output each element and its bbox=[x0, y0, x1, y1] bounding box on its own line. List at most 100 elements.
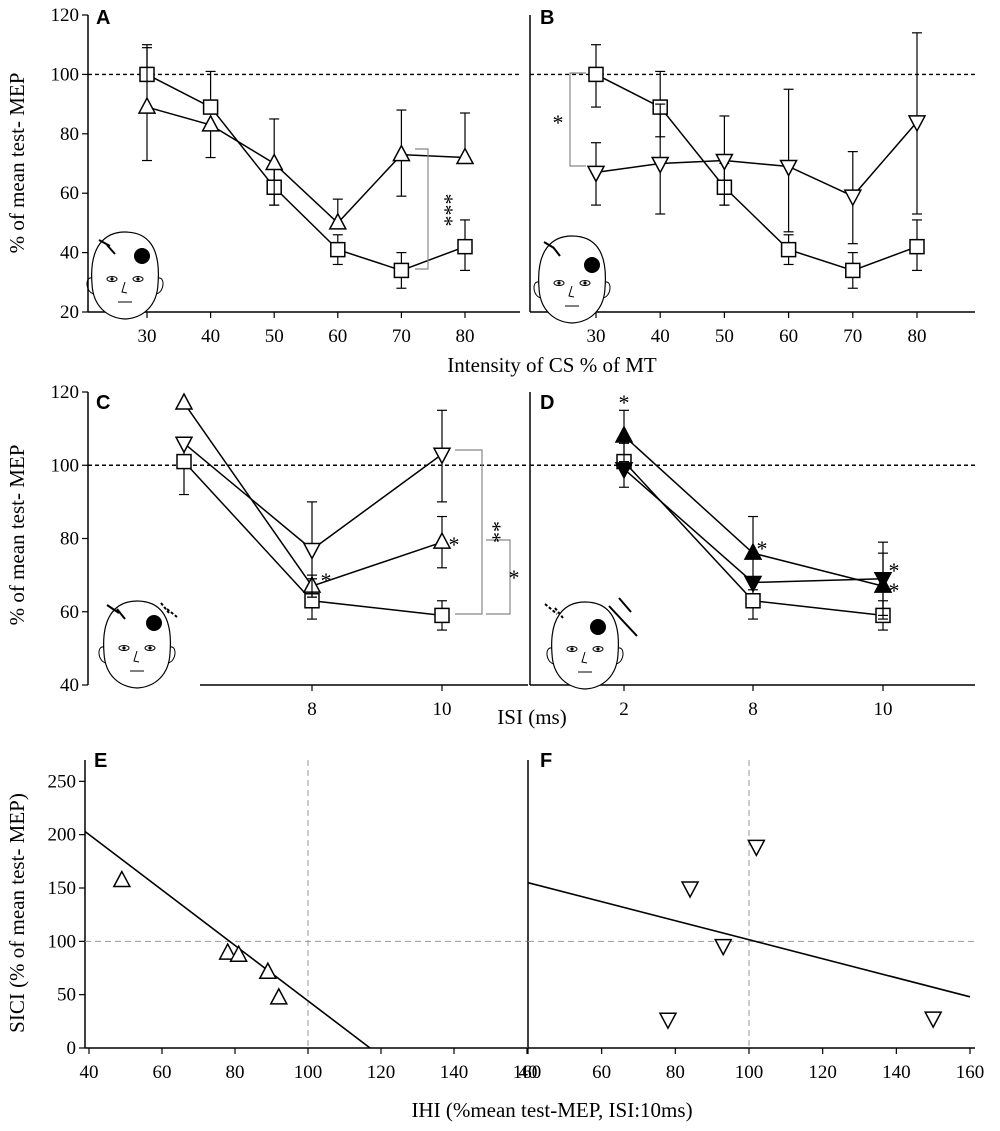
x-tick-label-b: 50 bbox=[715, 326, 734, 347]
point-triangle-up bbox=[455, 146, 475, 165]
point-triangle-down bbox=[650, 156, 670, 175]
bracket-c-outer bbox=[455, 449, 483, 615]
coil-mark bbox=[618, 597, 632, 613]
point-square bbox=[176, 453, 192, 470]
x-tick-label-d: 2 bbox=[619, 699, 629, 720]
point-square bbox=[909, 238, 925, 255]
x-tick-label-e: 40 bbox=[80, 1062, 99, 1083]
point-filled-triangle-down bbox=[743, 575, 763, 594]
point-square bbox=[588, 66, 604, 83]
coil-mark bbox=[160, 602, 170, 614]
right-ear bbox=[615, 647, 624, 665]
y-tick-label-a: 60 bbox=[60, 183, 79, 204]
y-tick-label-e: 50 bbox=[57, 985, 76, 1006]
x-tick-label-e: 140 bbox=[440, 1062, 469, 1083]
row1-x-axis-title: Intensity of CS % of MT bbox=[447, 353, 657, 377]
point-square bbox=[434, 607, 450, 624]
x-tick-label-e: 80 bbox=[226, 1062, 245, 1083]
right-ear bbox=[167, 646, 176, 664]
point-triangle-up bbox=[201, 114, 220, 132]
series-line-triangle-up bbox=[146, 106, 466, 224]
x-tick-label-f: 100 bbox=[735, 1062, 764, 1083]
right-pupil bbox=[583, 281, 587, 285]
scatter-point-f bbox=[658, 1012, 678, 1030]
scatter-point-e bbox=[218, 942, 237, 960]
x-tick-label-a: 80 bbox=[456, 326, 475, 347]
y-tick-label-c: 80 bbox=[60, 529, 79, 550]
panel-letter-f: F bbox=[540, 750, 552, 772]
head-diagram-a bbox=[86, 231, 164, 320]
panel-letter-a: A bbox=[96, 7, 110, 29]
scatter-point-e bbox=[229, 944, 248, 962]
x-tick-label-e: 120 bbox=[367, 1062, 396, 1083]
stimulation-site bbox=[134, 248, 150, 264]
left-pupil bbox=[570, 647, 574, 651]
point-triangle-down bbox=[843, 189, 863, 207]
scatter-point-f bbox=[923, 1011, 943, 1029]
point-square bbox=[745, 593, 761, 609]
point-square bbox=[330, 241, 346, 258]
panel-e: 0 50 100 150 200 250 40 60 80 100 120 140 160 E bbox=[48, 750, 542, 1083]
point-filled-triangle-down bbox=[614, 462, 634, 480]
bracket-a bbox=[415, 148, 429, 270]
nose bbox=[121, 281, 128, 294]
point-triangle-down bbox=[586, 165, 606, 184]
left-pupil bbox=[122, 646, 126, 650]
significance-mark-d-10a: * bbox=[889, 558, 900, 583]
coil-mark bbox=[106, 604, 120, 614]
significance-mark-c-10: * bbox=[449, 532, 460, 557]
coil-mark bbox=[543, 241, 555, 249]
point-filled-triangle-up bbox=[614, 425, 634, 443]
significance-mark-d-10b: * bbox=[889, 578, 900, 603]
coil-mark bbox=[166, 608, 178, 618]
point-square bbox=[202, 99, 219, 115]
x-tick-label-f: 160 bbox=[956, 1062, 985, 1083]
x-tick-label-f: 60 bbox=[592, 1062, 611, 1083]
point-triangle-up bbox=[264, 152, 284, 171]
panel-letter-e: E bbox=[94, 750, 107, 772]
significance-mark-c-8: * bbox=[321, 568, 332, 593]
stimulation-site bbox=[590, 619, 606, 635]
left-ear bbox=[533, 281, 542, 299]
y-tick-label-a: 120 bbox=[51, 5, 80, 26]
significance-annotations: ****** ******* bbox=[321, 72, 900, 615]
point-triangle-up bbox=[432, 531, 452, 549]
bracket-b bbox=[569, 72, 586, 167]
left-ear bbox=[546, 647, 555, 665]
panel-letter-b: B bbox=[540, 7, 554, 29]
x-tick-label-d: 10 bbox=[874, 699, 893, 720]
point-triangle-down bbox=[302, 542, 322, 561]
y-tick-label-e: 200 bbox=[48, 825, 77, 846]
x-tick-label-e: 100 bbox=[294, 1062, 323, 1083]
scatter-point-f bbox=[680, 881, 700, 899]
x-tick-label-e: 160 bbox=[513, 1062, 542, 1083]
coil-mark bbox=[552, 246, 561, 257]
point-triangle-down bbox=[174, 436, 194, 454]
y-tick-label-c: 100 bbox=[51, 455, 80, 476]
right-ear bbox=[602, 281, 611, 299]
x-tick-label-e: 60 bbox=[153, 1062, 172, 1083]
right-pupil bbox=[136, 277, 140, 281]
y-tick-label-a: 80 bbox=[60, 124, 79, 145]
point-triangle-up bbox=[328, 212, 348, 230]
y-tick-label-e: 250 bbox=[48, 771, 77, 792]
point-triangle-down bbox=[907, 115, 927, 133]
y-tick-label-c: 60 bbox=[60, 602, 79, 623]
point-triangle-down bbox=[779, 159, 798, 178]
x-tick-label-b: 70 bbox=[843, 326, 862, 347]
x-tick-label-f: 140 bbox=[882, 1062, 911, 1083]
x-tick-label-f: 40 bbox=[519, 1062, 538, 1083]
panel-f: 40 60 80 100 120 140 160 F bbox=[519, 750, 985, 1083]
x-tick-label-a: 30 bbox=[138, 326, 157, 347]
point-triangle-up bbox=[392, 143, 411, 162]
nose bbox=[568, 285, 575, 298]
significance-mark-b: * bbox=[553, 110, 564, 135]
x-tick-label-a: 70 bbox=[392, 326, 411, 347]
point-square bbox=[780, 241, 797, 258]
scatter-point-e bbox=[258, 961, 278, 980]
point-triangle-down bbox=[432, 447, 452, 465]
significance-mark-d-2: * bbox=[619, 390, 630, 415]
scatter-point-f bbox=[747, 839, 766, 857]
head-diagrams bbox=[86, 231, 638, 690]
